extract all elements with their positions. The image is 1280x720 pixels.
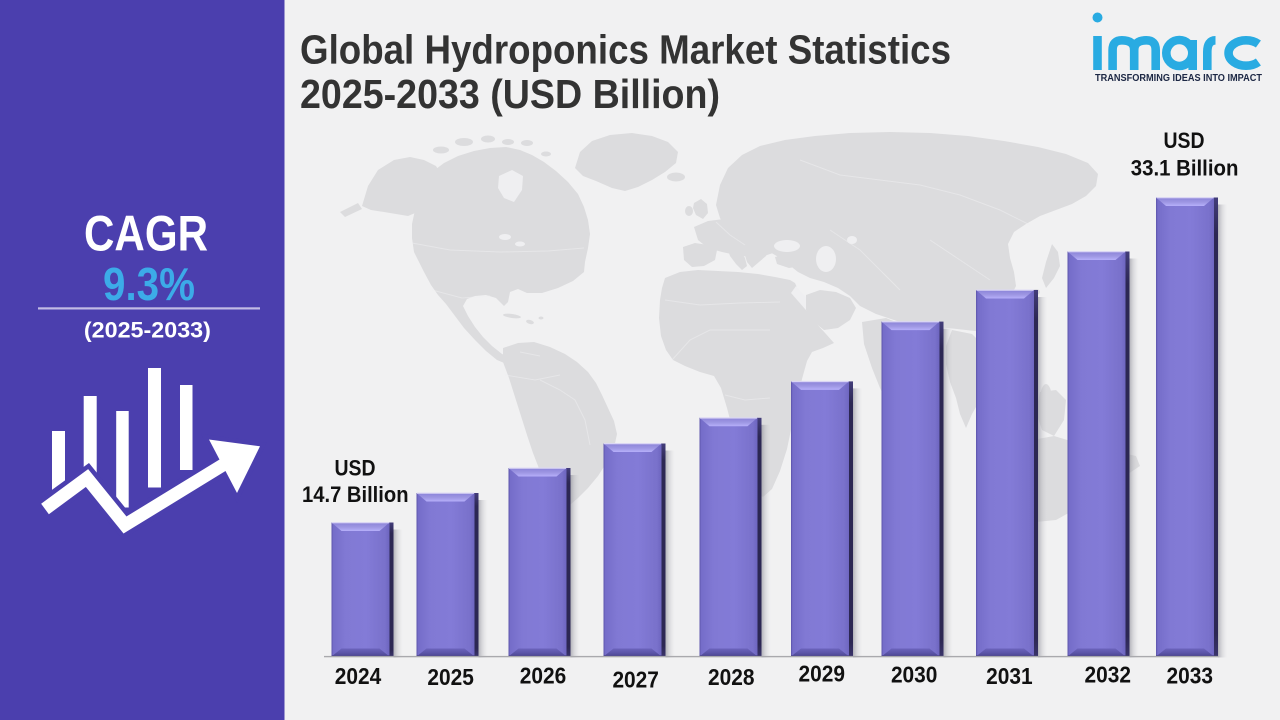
svg-text:2029: 2029 xyxy=(799,660,846,686)
svg-text:2027: 2027 xyxy=(612,666,659,692)
svg-text:Global Hydroponics Market Stat: Global Hydroponics Market Statistics xyxy=(300,26,951,72)
svg-text:2026: 2026 xyxy=(520,662,567,688)
svg-text:USD: USD xyxy=(1164,128,1205,153)
svg-text:2033: 2033 xyxy=(1167,663,1214,689)
svg-text:TRANSFORMING IDEAS INTO IMPACT: TRANSFORMING IDEAS INTO IMPACT xyxy=(1095,73,1262,84)
svg-text:2025-2033 (USD Billion): 2025-2033 (USD Billion) xyxy=(300,71,720,117)
svg-text:CAGR: CAGR xyxy=(84,206,208,262)
svg-text:2030: 2030 xyxy=(891,662,938,688)
svg-text:9.3%: 9.3% xyxy=(103,258,195,310)
svg-text:2031: 2031 xyxy=(986,663,1033,689)
svg-text:(2025-2033): (2025-2033) xyxy=(84,318,211,343)
svg-text:14.7 Billion: 14.7 Billion xyxy=(302,482,409,507)
svg-text:2025: 2025 xyxy=(427,664,474,690)
svg-text:2024: 2024 xyxy=(335,663,382,689)
svg-text:33.1 Billion: 33.1 Billion xyxy=(1131,156,1239,181)
svg-text:USD: USD xyxy=(335,455,376,480)
svg-text:2032: 2032 xyxy=(1085,662,1132,688)
svg-text:2028: 2028 xyxy=(708,664,755,690)
